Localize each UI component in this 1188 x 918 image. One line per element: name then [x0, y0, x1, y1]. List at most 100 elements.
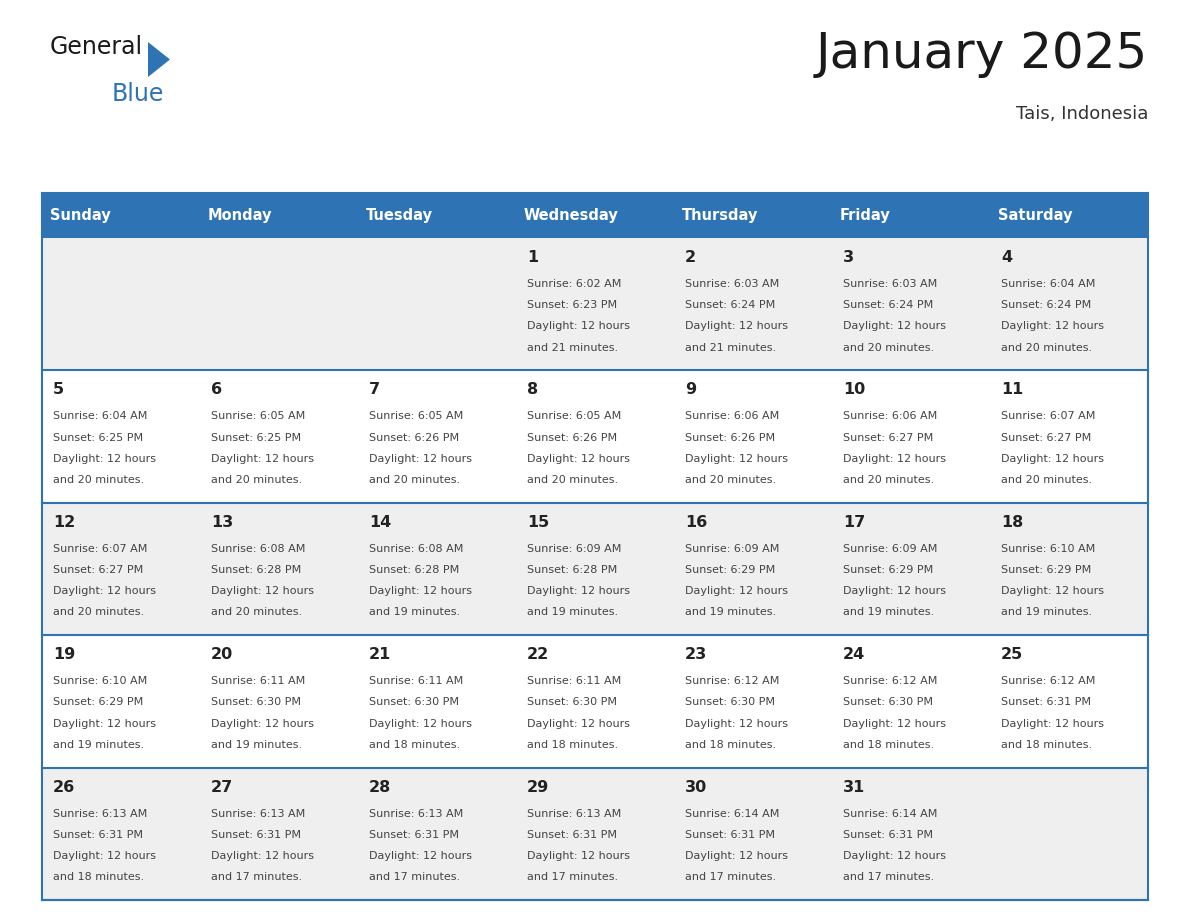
Bar: [674, 193, 832, 238]
Text: 4: 4: [1001, 250, 1012, 265]
Text: Daylight: 12 hours: Daylight: 12 hours: [843, 719, 946, 729]
Text: Sunrise: 6:13 AM: Sunrise: 6:13 AM: [53, 809, 147, 819]
Bar: [358, 193, 516, 238]
Text: Sunrise: 6:10 AM: Sunrise: 6:10 AM: [53, 677, 147, 687]
Text: and 20 minutes.: and 20 minutes.: [527, 475, 618, 485]
Text: 22: 22: [527, 647, 549, 662]
Text: Daylight: 12 hours: Daylight: 12 hours: [211, 453, 314, 464]
Text: Sunrise: 6:08 AM: Sunrise: 6:08 AM: [369, 543, 463, 554]
Text: Sunrise: 6:07 AM: Sunrise: 6:07 AM: [53, 543, 147, 554]
Text: 6: 6: [211, 382, 222, 397]
Bar: [674, 238, 832, 370]
Bar: [42, 238, 200, 370]
Text: 11: 11: [1001, 382, 1023, 397]
Text: Daylight: 12 hours: Daylight: 12 hours: [369, 851, 472, 861]
Text: 5: 5: [53, 382, 64, 397]
Text: Sunrise: 6:05 AM: Sunrise: 6:05 AM: [527, 411, 621, 421]
Text: Daylight: 12 hours: Daylight: 12 hours: [527, 719, 630, 729]
Text: Sunset: 6:30 PM: Sunset: 6:30 PM: [211, 698, 301, 708]
Text: Sunrise: 6:03 AM: Sunrise: 6:03 AM: [685, 279, 779, 289]
Text: Sunset: 6:24 PM: Sunset: 6:24 PM: [685, 300, 776, 310]
Bar: [200, 635, 358, 767]
Text: and 20 minutes.: and 20 minutes.: [211, 608, 302, 618]
Text: Thursday: Thursday: [682, 208, 758, 223]
Text: Sunset: 6:30 PM: Sunset: 6:30 PM: [685, 698, 775, 708]
Bar: [990, 503, 1148, 635]
Text: Sunset: 6:27 PM: Sunset: 6:27 PM: [843, 432, 934, 442]
Text: Sunset: 6:30 PM: Sunset: 6:30 PM: [527, 698, 617, 708]
Text: Tuesday: Tuesday: [366, 208, 432, 223]
Text: Sunset: 6:25 PM: Sunset: 6:25 PM: [53, 432, 144, 442]
Text: Daylight: 12 hours: Daylight: 12 hours: [685, 587, 788, 596]
Text: Sunrise: 6:10 AM: Sunrise: 6:10 AM: [1001, 543, 1095, 554]
Text: Sunrise: 6:14 AM: Sunrise: 6:14 AM: [843, 809, 937, 819]
Text: Sunset: 6:26 PM: Sunset: 6:26 PM: [527, 432, 618, 442]
Text: Sunset: 6:24 PM: Sunset: 6:24 PM: [843, 300, 934, 310]
Text: Sunset: 6:26 PM: Sunset: 6:26 PM: [369, 432, 460, 442]
Bar: [674, 635, 832, 767]
Text: and 17 minutes.: and 17 minutes.: [369, 872, 460, 882]
Text: and 18 minutes.: and 18 minutes.: [53, 872, 144, 882]
Text: Sunrise: 6:09 AM: Sunrise: 6:09 AM: [685, 543, 779, 554]
Text: Daylight: 12 hours: Daylight: 12 hours: [211, 851, 314, 861]
Text: 15: 15: [527, 515, 549, 530]
Bar: [200, 767, 358, 900]
Text: Tais, Indonesia: Tais, Indonesia: [1016, 105, 1148, 123]
Bar: [200, 193, 358, 238]
Text: 25: 25: [1001, 647, 1023, 662]
Text: 7: 7: [369, 382, 380, 397]
Bar: [674, 370, 832, 503]
Text: and 17 minutes.: and 17 minutes.: [685, 872, 776, 882]
Text: 20: 20: [211, 647, 233, 662]
Text: 13: 13: [211, 515, 233, 530]
Bar: [990, 767, 1148, 900]
Text: Friday: Friday: [840, 208, 891, 223]
Text: and 19 minutes.: and 19 minutes.: [1001, 608, 1092, 618]
Text: Sunrise: 6:13 AM: Sunrise: 6:13 AM: [211, 809, 305, 819]
Text: and 20 minutes.: and 20 minutes.: [53, 608, 144, 618]
Text: Daylight: 12 hours: Daylight: 12 hours: [1001, 321, 1104, 331]
Text: 17: 17: [843, 515, 865, 530]
Text: and 20 minutes.: and 20 minutes.: [369, 475, 460, 485]
Text: Sunrise: 6:11 AM: Sunrise: 6:11 AM: [369, 677, 463, 687]
Text: and 20 minutes.: and 20 minutes.: [843, 342, 934, 353]
Text: and 19 minutes.: and 19 minutes.: [527, 608, 618, 618]
Bar: [358, 767, 516, 900]
Text: 30: 30: [685, 779, 707, 794]
Text: General: General: [50, 35, 143, 59]
Bar: [42, 767, 200, 900]
Text: Daylight: 12 hours: Daylight: 12 hours: [53, 719, 156, 729]
Text: and 20 minutes.: and 20 minutes.: [1001, 475, 1092, 485]
Text: Sunset: 6:27 PM: Sunset: 6:27 PM: [1001, 432, 1092, 442]
Text: 21: 21: [369, 647, 391, 662]
Text: 19: 19: [53, 647, 75, 662]
Text: Daylight: 12 hours: Daylight: 12 hours: [1001, 453, 1104, 464]
Text: Sunset: 6:29 PM: Sunset: 6:29 PM: [685, 565, 776, 575]
Text: Sunrise: 6:12 AM: Sunrise: 6:12 AM: [843, 677, 937, 687]
Text: Daylight: 12 hours: Daylight: 12 hours: [369, 587, 472, 596]
Text: 9: 9: [685, 382, 696, 397]
Text: 29: 29: [527, 779, 549, 794]
Text: Daylight: 12 hours: Daylight: 12 hours: [527, 453, 630, 464]
Text: Sunrise: 6:02 AM: Sunrise: 6:02 AM: [527, 279, 621, 289]
Bar: [832, 503, 990, 635]
Text: Sunrise: 6:11 AM: Sunrise: 6:11 AM: [211, 677, 305, 687]
Text: Sunset: 6:31 PM: Sunset: 6:31 PM: [843, 830, 933, 840]
Bar: [832, 635, 990, 767]
Text: Sunrise: 6:12 AM: Sunrise: 6:12 AM: [1001, 677, 1095, 687]
Text: Daylight: 12 hours: Daylight: 12 hours: [527, 321, 630, 331]
Bar: [42, 370, 200, 503]
Text: and 21 minutes.: and 21 minutes.: [527, 342, 618, 353]
Text: 18: 18: [1001, 515, 1023, 530]
Text: and 18 minutes.: and 18 minutes.: [527, 740, 618, 750]
Text: and 19 minutes.: and 19 minutes.: [843, 608, 934, 618]
Bar: [200, 503, 358, 635]
Text: Sunset: 6:26 PM: Sunset: 6:26 PM: [685, 432, 776, 442]
Text: 14: 14: [369, 515, 391, 530]
Text: 8: 8: [527, 382, 538, 397]
Text: Sunset: 6:31 PM: Sunset: 6:31 PM: [527, 830, 617, 840]
Text: Sunrise: 6:12 AM: Sunrise: 6:12 AM: [685, 677, 779, 687]
Bar: [516, 635, 674, 767]
Text: and 17 minutes.: and 17 minutes.: [211, 872, 302, 882]
Bar: [516, 238, 674, 370]
